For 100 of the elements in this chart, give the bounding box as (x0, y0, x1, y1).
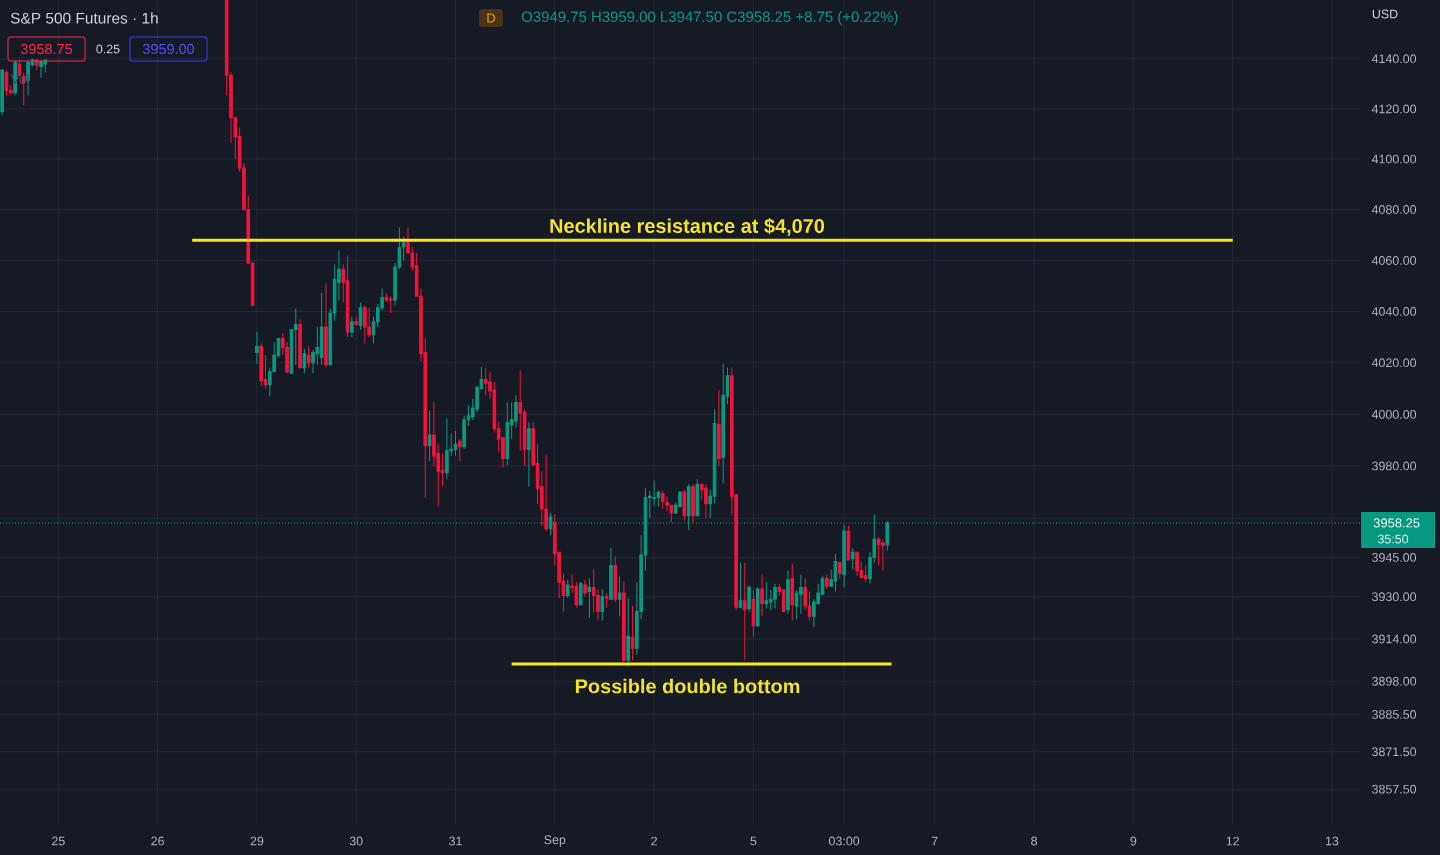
candlestick (885, 520, 890, 552)
y-tick-label: 3930.00 (1372, 592, 1417, 602)
candlestick (544, 453, 548, 532)
candlestick (609, 547, 613, 600)
candlestick (458, 438, 462, 462)
candlestick (578, 581, 583, 606)
candlestick (747, 584, 751, 614)
candlestick (630, 605, 635, 661)
y-tick-label: 4060.00 (1371, 256, 1417, 265)
x-tick-label: 03:00 (828, 836, 860, 846)
candlestick (660, 490, 665, 510)
candlestick (600, 588, 605, 622)
x-tick-label: 31 (449, 836, 462, 846)
candlestick (306, 345, 311, 369)
candlestick (565, 579, 570, 599)
y-tick-label: 3857.50 (1372, 784, 1417, 794)
x-tick-label: 26 (151, 836, 164, 846)
candlestick (445, 417, 449, 480)
x-tick-label: 9 (1130, 836, 1137, 846)
candlestick (319, 292, 324, 366)
y-tick-label: 4000.00 (1371, 409, 1417, 419)
x-tick-label: 25 (51, 836, 65, 846)
candlestick (846, 525, 851, 561)
annotation: 0.25 (96, 44, 120, 54)
candlestick (721, 363, 725, 484)
candlestick (354, 316, 358, 326)
candlestick (453, 430, 458, 457)
x-tick-label: 30 (349, 836, 363, 846)
candlestick (259, 343, 264, 387)
text: S&P 500 Futures · 1h (10, 12, 158, 24)
candlestick (483, 367, 488, 396)
candlestick (617, 575, 622, 617)
candlestick (755, 587, 760, 628)
candlestick (786, 570, 790, 615)
x-tick-label: 29 (250, 836, 264, 846)
annotation: 3959.00 (142, 43, 195, 55)
x-tick-label: 5 (750, 836, 757, 846)
annotation: Possible double bottom (575, 678, 800, 694)
candlestick (622, 580, 626, 666)
y-tick-label: 3885.50 (1372, 710, 1417, 719)
ref-line-label: 3958.25 (1373, 518, 1420, 528)
text: O3949.75 H3959.00 L3947.50 C3958.25 +8.75 (+0.22%) (521, 11, 898, 25)
candlestick (583, 579, 587, 598)
x-tick-label: 7 (931, 836, 938, 846)
candlestick (738, 562, 743, 610)
candlestick (799, 573, 803, 615)
candlestick (881, 539, 885, 572)
candlestick (604, 592, 609, 608)
y-tick-label: 3898.00 (1372, 676, 1417, 686)
candlestick (760, 573, 764, 617)
y-tick-label: 4120.00 (1371, 104, 1417, 114)
candlestick (302, 348, 307, 374)
y-tick-label: 3871.50 (1372, 747, 1417, 757)
candlestick (863, 564, 868, 583)
candlestick (773, 583, 777, 610)
annotation: D (487, 13, 496, 23)
x-tick-label: 2 (651, 836, 657, 846)
candlestick (742, 562, 747, 661)
candlestick (717, 389, 721, 467)
candlestick (613, 555, 618, 603)
text: USD (1372, 9, 1398, 19)
candlestick (850, 547, 855, 570)
candlestick (255, 331, 259, 365)
y-tick-label: 4080.00 (1371, 205, 1417, 214)
annotation: 3958.75 (20, 43, 73, 55)
candlestick (427, 409, 432, 462)
candlestick (401, 236, 406, 261)
y-tick-label: 3945.00 (1372, 553, 1417, 562)
text: 35:50 (1377, 534, 1409, 544)
candlestick (682, 489, 687, 522)
y-tick-label: 4140.00 (1371, 54, 1417, 64)
candlestick (837, 560, 842, 579)
candlestick (695, 478, 700, 517)
candlestick (345, 254, 350, 338)
candlestick (764, 581, 769, 610)
candlestick (350, 316, 354, 338)
y-tick-label: 4020.00 (1371, 358, 1417, 368)
candlestick (505, 402, 510, 466)
y-tick-label: 4040.00 (1371, 307, 1417, 316)
candlestick (388, 295, 393, 314)
candlestick (0, 69, 4, 116)
candlestick (39, 59, 43, 79)
candlestick (781, 588, 786, 614)
y-tick-label: 3980.00 (1372, 461, 1417, 471)
candlestick (587, 577, 592, 619)
x-tick-label: 13 (1326, 836, 1339, 846)
candlestick (704, 483, 708, 519)
candlestick (298, 318, 302, 369)
candlestick (363, 304, 367, 345)
candlestick (790, 563, 795, 622)
candlestick (527, 421, 531, 488)
x-tick-label: 8 (1031, 836, 1037, 846)
candlestick (626, 597, 630, 668)
candlestick (691, 483, 695, 525)
y-tick-label: 3914.00 (1372, 634, 1417, 644)
annotation: Vol (10, 74, 29, 84)
candlestick (825, 573, 829, 590)
candlestick (855, 551, 859, 577)
x-tick-label: Sep (544, 835, 566, 847)
candlestick (751, 589, 756, 637)
